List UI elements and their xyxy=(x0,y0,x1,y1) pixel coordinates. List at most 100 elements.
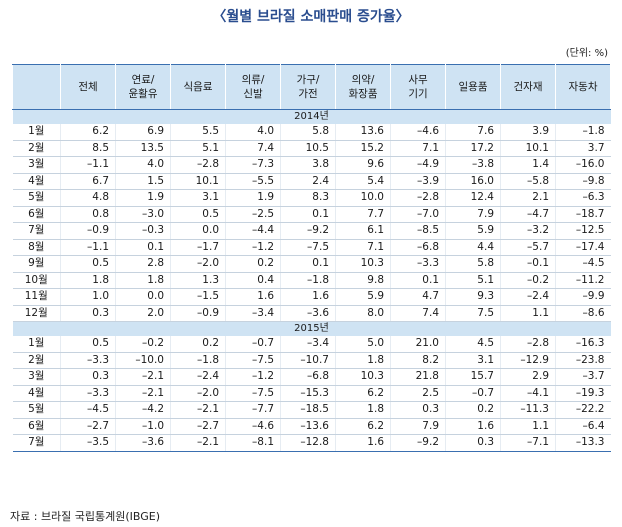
month-cell: 11월 xyxy=(12,288,61,306)
table-row: 4월 –3.3 –2.1 –2.0 –7.5 –15.3 6.2 2.5 –0.7 –4.1 –19… xyxy=(12,385,611,402)
table-row: 9월 0.5 2.8 –2.0 0.2 0.1 10.3 –3.3 5.8 –0.1 –4.5 xyxy=(12,255,611,273)
value-cell: –4.5 xyxy=(555,255,611,273)
value-cell: 0.0 xyxy=(170,222,226,240)
value-cell: 0.1 xyxy=(115,239,171,256)
column-header: 식음료 xyxy=(170,64,226,110)
table-row: 11월 1.0 0.0 –1.5 1.6 1.6 5.9 4.7 9.3 –2.4 –9.9 xyxy=(12,288,611,306)
month-cell: 4월 xyxy=(12,173,61,190)
value-cell: 1.5 xyxy=(115,173,171,190)
value-cell: 6.9 xyxy=(115,124,171,141)
value-cell: –0.9 xyxy=(60,222,116,240)
value-cell: 0.1 xyxy=(280,255,336,273)
table-row: 3월 –1.1 4.0 –2.8 –7.3 3.8 9.6 –4.9 –3.8 1.4 –16.0 xyxy=(12,156,611,174)
value-cell: –3.4 xyxy=(280,336,336,353)
value-cell: 0.5 xyxy=(170,206,226,223)
value-cell: 5.9 xyxy=(445,222,501,240)
value-cell: 9.8 xyxy=(335,272,391,289)
value-cell: –1.1 xyxy=(60,156,116,174)
month-cell: 1월 xyxy=(12,124,61,141)
value-cell: 4.7 xyxy=(390,288,446,306)
value-cell: 16.0 xyxy=(445,173,501,190)
column-header: 가구/ 가전 xyxy=(280,64,336,110)
value-cell: 15.2 xyxy=(335,140,391,157)
value-cell: 7.6 xyxy=(445,124,501,141)
value-cell: 8.2 xyxy=(390,352,446,369)
value-cell: 4.8 xyxy=(60,189,116,207)
table-row: 8월 –1.1 0.1 –1.7 –1.2 –7.5 7.1 –6.8 4.4 –5.7 –17.4 xyxy=(12,239,611,256)
value-cell: –9.8 xyxy=(555,173,611,190)
value-cell: –6.8 xyxy=(390,239,446,256)
month-cell: 6월 xyxy=(12,418,61,435)
value-cell: –4.6 xyxy=(225,418,281,435)
value-cell: –3.0 xyxy=(115,206,171,223)
retail-sales-table: 전체 연료/ 윤활유 식음료 의류/ 신발 가구/ 가전 의약/ 화장품 사무 … xyxy=(12,64,611,452)
value-cell: –12.8 xyxy=(280,434,336,452)
column-header: 사무 기기 xyxy=(390,64,446,110)
value-cell: 7.9 xyxy=(390,418,446,435)
value-cell: 0.1 xyxy=(390,272,446,289)
table-row: 3월 0.3 –2.1 –2.4 –1.2 –6.8 10.3 21.8 15.7 2.9 –3.7 xyxy=(12,368,611,386)
value-cell: –3.4 xyxy=(225,305,281,322)
value-cell: 6.1 xyxy=(335,222,391,240)
header-row: 전체 연료/ 윤활유 식음료 의류/ 신발 가구/ 가전 의약/ 화장품 사무 … xyxy=(12,64,611,110)
value-cell: 8.5 xyxy=(60,140,116,157)
value-cell: 1.1 xyxy=(500,418,556,435)
value-cell: 0.3 xyxy=(60,305,116,322)
value-cell: –6.3 xyxy=(555,189,611,207)
value-cell: 0.3 xyxy=(445,434,501,452)
value-cell: –3.9 xyxy=(390,173,446,190)
value-cell: 9.3 xyxy=(445,288,501,306)
value-cell: 7.4 xyxy=(225,140,281,157)
value-cell: –8.5 xyxy=(390,222,446,240)
value-cell: –7.3 xyxy=(225,156,281,174)
value-cell: –4.9 xyxy=(390,156,446,174)
value-cell: 0.4 xyxy=(225,272,281,289)
value-cell: –1.8 xyxy=(280,272,336,289)
month-cell: 7월 xyxy=(12,222,61,240)
value-cell: –12.9 xyxy=(500,352,556,369)
value-cell: –7.5 xyxy=(280,239,336,256)
value-cell: –13.3 xyxy=(555,434,611,452)
value-cell: 1.9 xyxy=(225,189,281,207)
value-cell: –0.1 xyxy=(500,255,556,273)
value-cell: –2.7 xyxy=(170,418,226,435)
value-cell: 17.2 xyxy=(445,140,501,157)
table-row: 10월 1.8 1.8 1.3 0.4 –1.8 9.8 0.1 5.1 –0.2 –11.2 xyxy=(12,272,611,289)
value-cell: –0.9 xyxy=(170,305,226,322)
table-row: 1월 6.2 6.9 5.5 4.0 5.8 13.6 –4.6 7.6 3.9 –1.8 xyxy=(12,124,611,141)
column-header: 자동차 xyxy=(555,64,611,110)
value-cell: –4.2 xyxy=(115,401,171,419)
value-cell: 1.6 xyxy=(225,288,281,306)
unit-label: (단위: %) xyxy=(565,48,608,59)
value-cell: –1.2 xyxy=(225,368,281,386)
value-cell: 7.4 xyxy=(390,305,446,322)
month-cell: 9월 xyxy=(12,255,61,273)
value-cell: –3.3 xyxy=(60,385,116,402)
value-cell: 6.2 xyxy=(60,124,116,141)
month-cell: 7월 xyxy=(12,434,61,452)
value-cell: 7.7 xyxy=(335,206,391,223)
value-cell: 5.0 xyxy=(335,336,391,353)
value-cell: –2.1 xyxy=(170,434,226,452)
value-cell: –10.0 xyxy=(115,352,171,369)
value-cell: 9.6 xyxy=(335,156,391,174)
value-cell: –5.5 xyxy=(225,173,281,190)
table-row: 7월 –3.5 –3.6 –2.1 –8.1 –12.8 1.6 –9.2 0.3 –7.1 –13… xyxy=(12,434,611,452)
value-cell: –2.1 xyxy=(170,401,226,419)
year-label: 2015년 xyxy=(12,321,611,336)
source-note: 자료 : 브라질 국립통계원(IBGE) xyxy=(10,510,161,523)
month-cell: 5월 xyxy=(12,189,61,207)
value-cell: 5.1 xyxy=(445,272,501,289)
value-cell: –4.7 xyxy=(500,206,556,223)
value-cell: 5.1 xyxy=(170,140,226,157)
value-cell: 12.4 xyxy=(445,189,501,207)
value-cell: –1.1 xyxy=(60,239,116,256)
value-cell: –11.2 xyxy=(555,272,611,289)
value-cell: –1.8 xyxy=(170,352,226,369)
value-cell: 15.7 xyxy=(445,368,501,386)
table-title: 〈월별 브라질 소매판매 증가율〉 xyxy=(212,9,410,25)
value-cell: –17.4 xyxy=(555,239,611,256)
value-cell: 1.0 xyxy=(60,288,116,306)
value-cell: –18.7 xyxy=(555,206,611,223)
month-cell: 12월 xyxy=(12,305,61,322)
